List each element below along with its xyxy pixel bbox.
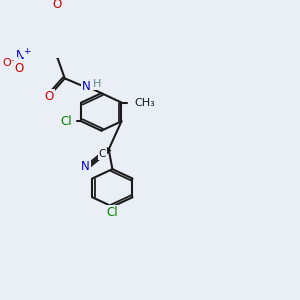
Text: CH₃: CH₃ xyxy=(135,98,156,107)
Text: O⁻: O⁻ xyxy=(2,58,17,68)
Text: O: O xyxy=(53,0,62,11)
Text: O: O xyxy=(45,90,54,103)
Text: C: C xyxy=(99,149,106,159)
Text: O: O xyxy=(15,61,24,74)
Text: Cl: Cl xyxy=(61,115,72,128)
Text: N: N xyxy=(81,160,90,173)
Text: N: N xyxy=(16,49,25,62)
Text: Cl: Cl xyxy=(106,206,118,219)
Text: N: N xyxy=(82,80,91,93)
Text: H: H xyxy=(92,79,101,88)
Text: +: + xyxy=(23,47,31,56)
